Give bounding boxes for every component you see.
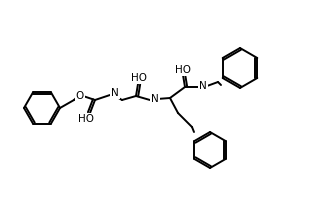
Text: HO: HO (175, 65, 191, 75)
Text: N: N (199, 81, 207, 91)
Text: N: N (111, 88, 119, 98)
Text: HO: HO (78, 114, 94, 124)
Text: O: O (76, 91, 84, 101)
Text: N: N (151, 94, 159, 104)
Text: HO: HO (131, 73, 147, 83)
